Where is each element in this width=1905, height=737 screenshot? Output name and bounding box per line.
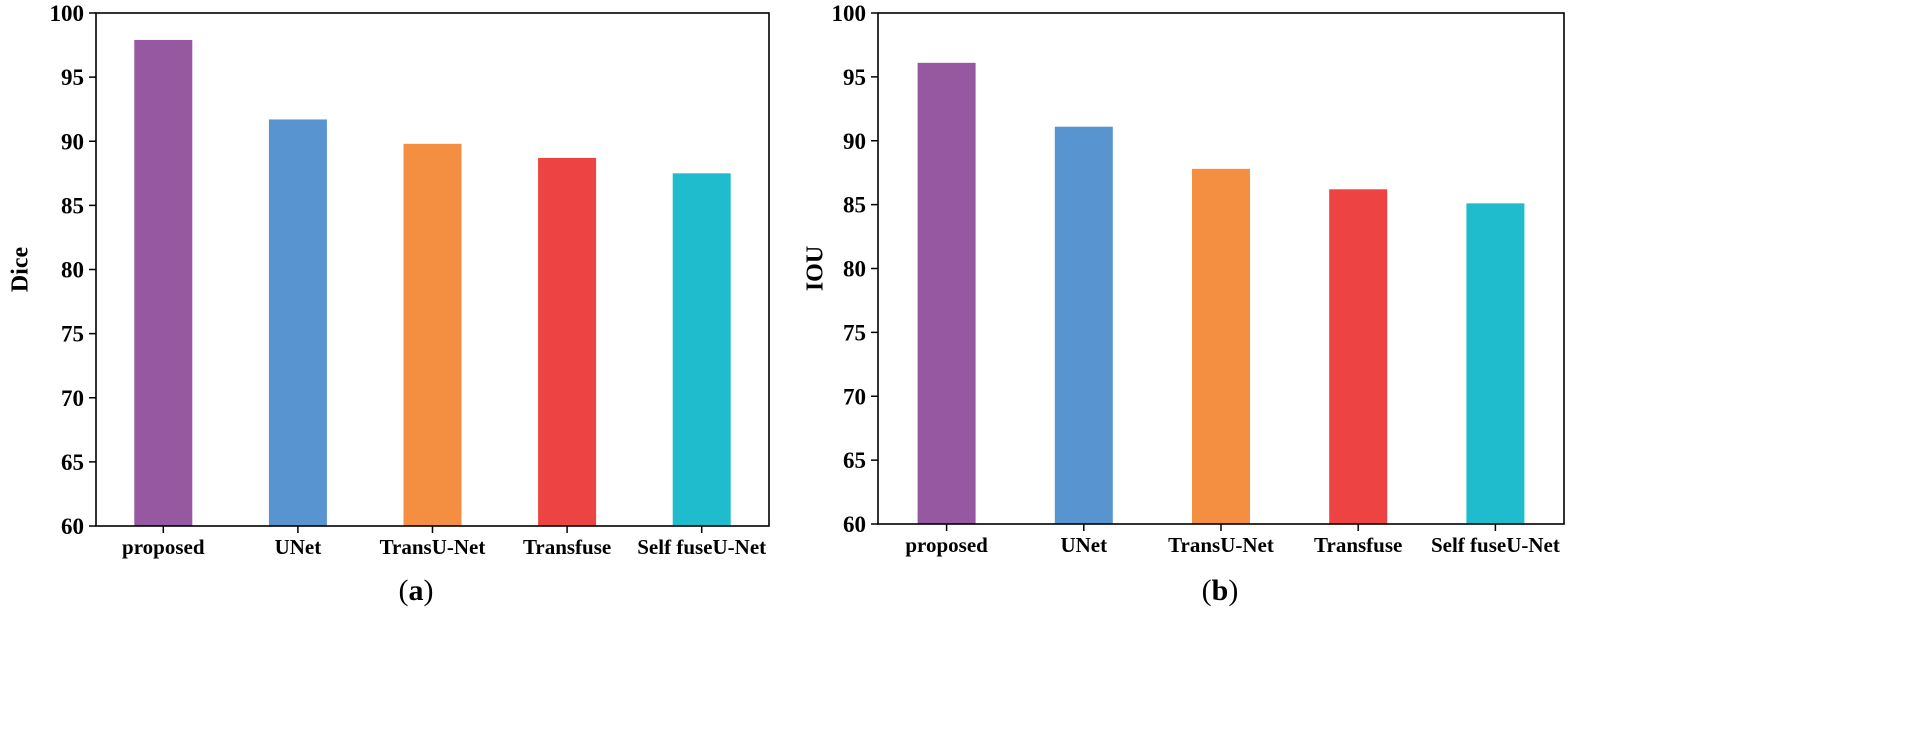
y-tick-label: 70: [61, 386, 84, 411]
x-tick-label: Transfuse: [523, 535, 611, 559]
bar-transu-net: [1192, 168, 1250, 525]
y-tick-label: 95: [61, 65, 84, 90]
y-tick-label: 75: [61, 322, 84, 347]
chart-panel-b: 60 65 70 75 80 85 90 95 100 proposed UNet TransU-Ne…: [803, 1, 1565, 607]
y-tick-label: 90: [843, 129, 866, 154]
x-tick-label: TransU-Net: [1168, 533, 1274, 557]
y-tick-label: 60: [843, 512, 866, 537]
x-tick-label: Transfuse: [1314, 533, 1402, 557]
y-axis-title: IOU: [803, 246, 829, 291]
bar-proposed: [917, 62, 976, 524]
y-tick-label: 90: [61, 129, 84, 154]
y-tick-label: 80: [843, 257, 866, 282]
panel-label: (a): [399, 574, 434, 607]
bar-transfuse: [1329, 189, 1388, 525]
x-tick-label: Self fuseU-Net: [1431, 533, 1560, 557]
x-tick-label: UNet: [1060, 533, 1107, 557]
bar-self-fuseu-net: [1466, 203, 1525, 524]
x-tick-label: Self fuseU-Net: [637, 535, 766, 559]
y-tick-label: 85: [61, 193, 84, 218]
bar-unet: [1054, 126, 1113, 524]
y-tick-label: 60: [61, 514, 84, 539]
x-tick-label: proposed: [122, 535, 205, 559]
bar-transfuse: [538, 157, 597, 527]
y-tick-label: 65: [843, 448, 866, 473]
y-tick-label: 85: [843, 193, 866, 218]
x-tick-label: proposed: [905, 533, 988, 557]
bar-proposed: [134, 39, 193, 527]
bar-unet: [268, 119, 327, 526]
y-tick-label: 80: [61, 258, 84, 283]
panel-label: (b): [1202, 574, 1239, 607]
x-tick-label: UNet: [275, 535, 322, 559]
y-tick-label: 100: [832, 1, 867, 26]
y-tick-label: 100: [50, 1, 85, 26]
y-tick-label: 95: [843, 65, 866, 90]
bar-self-fuseu-net: [672, 173, 731, 526]
y-axis-title: Dice: [8, 247, 34, 293]
x-tick-label: TransU-Net: [380, 535, 486, 559]
y-tick-label: 75: [843, 320, 866, 345]
bar-transu-net: [403, 143, 462, 526]
y-tick-label: 70: [843, 384, 866, 409]
y-tick-label: 65: [61, 450, 84, 475]
chart-panel-a: 60 65 70 75 80 85 90 95 100 proposed UNet TransU-Ne…: [8, 1, 770, 607]
